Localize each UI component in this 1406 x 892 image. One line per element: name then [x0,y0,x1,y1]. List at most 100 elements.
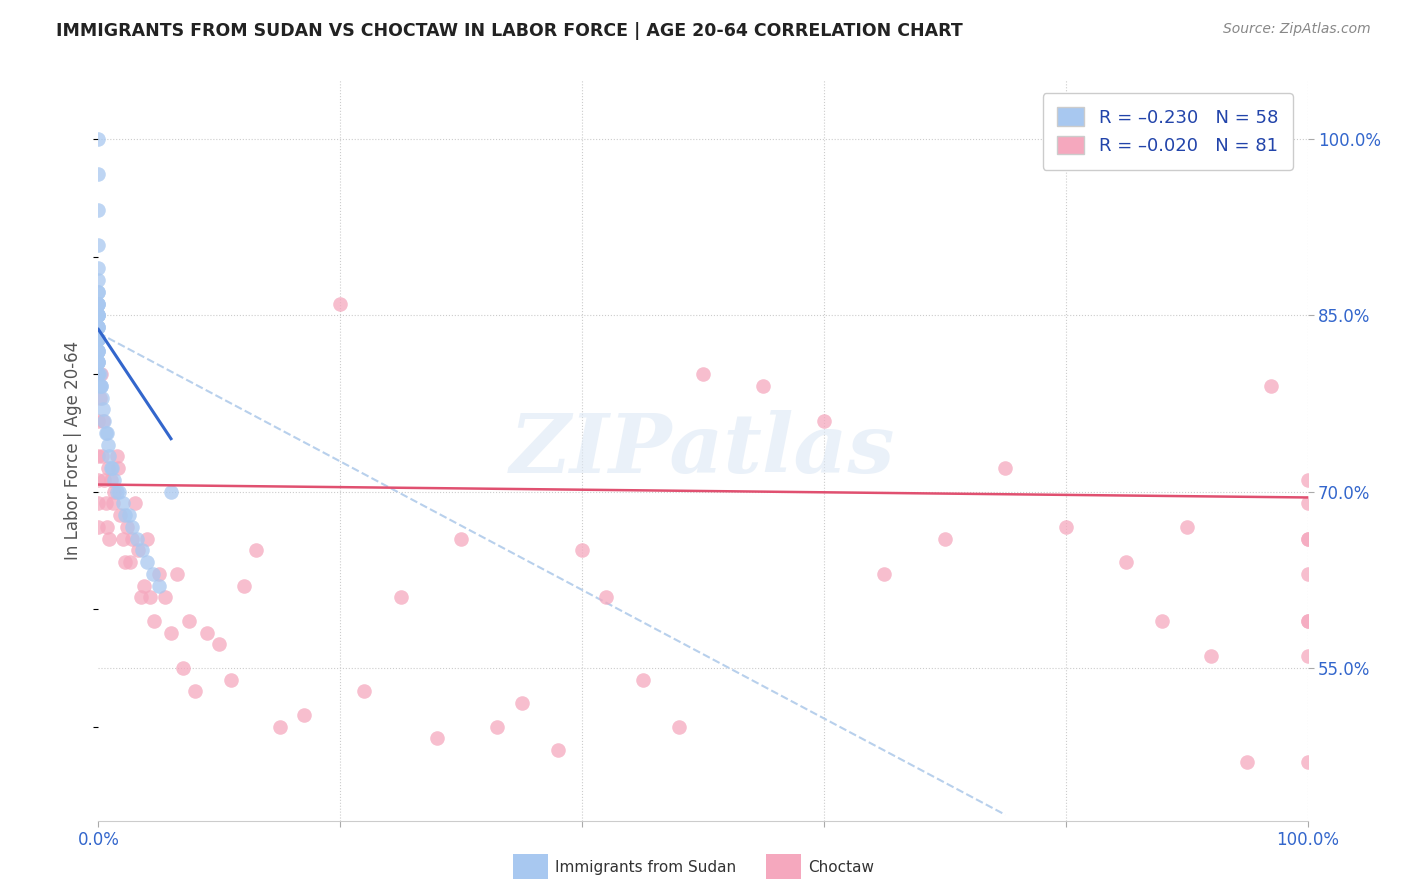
Text: Source: ZipAtlas.com: Source: ZipAtlas.com [1223,22,1371,37]
Point [184,684,207,698]
Point [1236,755,1258,769]
Point [90,379,112,393]
Point [121,532,143,546]
Point [450,532,472,546]
Point [1296,566,1319,581]
Point [1054,520,1077,534]
Point [87,332,110,346]
Point [111,532,134,546]
Point [87,367,110,381]
Point [148,579,170,593]
Point [87,132,110,146]
Text: Immigrants from Sudan: Immigrants from Sudan [555,860,737,874]
Point [1296,614,1319,628]
Point [94,425,117,440]
Point [87,285,110,299]
Point [97,437,120,451]
Point [389,591,412,605]
Point [108,484,131,499]
Point [100,473,122,487]
Point [131,543,153,558]
Text: IMMIGRANTS FROM SUDAN VS CHOCTAW IN LABOR FORCE | AGE 20-64 CORRELATION CHART: IMMIGRANTS FROM SUDAN VS CHOCTAW IN LABO… [56,22,963,40]
Point [87,285,110,299]
Point [269,720,291,734]
Point [87,237,110,252]
Point [87,355,110,369]
Point [87,308,110,322]
Point [292,707,315,722]
Point [103,484,125,499]
Point [96,425,118,440]
Point [139,591,162,605]
Point [221,673,243,687]
Point [87,308,110,322]
Point [87,261,110,276]
Point [87,320,110,334]
Point [93,473,115,487]
Point [329,296,352,310]
Point [134,579,156,593]
Point [486,720,509,734]
Point [160,625,183,640]
Point [87,320,110,334]
Point [114,555,136,569]
Point [813,414,835,428]
Point [129,591,152,605]
Point [595,591,617,605]
Y-axis label: In Labor Force | Age 20-64: In Labor Force | Age 20-64 [65,341,83,560]
Text: ZIPatlas: ZIPatlas [510,410,896,491]
Point [142,566,165,581]
Point [91,402,114,417]
Point [752,379,775,393]
Point [571,543,593,558]
Point [668,720,690,734]
Point [87,520,110,534]
Point [232,579,254,593]
Point [143,614,166,628]
Point [127,532,149,546]
Point [89,391,111,405]
Point [105,450,128,464]
Point [994,461,1017,475]
Point [118,555,141,569]
Point [94,496,117,510]
Point [179,614,201,628]
Point [148,566,170,581]
Point [87,343,110,358]
Point [93,414,115,428]
Point [87,414,110,428]
Point [101,496,124,510]
Point [353,684,375,698]
Point [631,673,654,687]
Point [107,461,129,475]
Point [87,343,110,358]
Point [87,202,110,217]
Point [91,450,114,464]
Point [124,496,146,510]
Point [105,484,128,499]
Point [135,532,157,546]
Point [96,520,118,534]
Point [153,591,176,605]
Point [934,532,956,546]
Point [547,743,569,757]
Point [100,461,122,475]
Point [87,450,110,464]
Point [1175,520,1198,534]
Point [1260,379,1282,393]
Point [100,461,122,475]
Point [118,508,141,522]
Point [87,332,110,346]
Point [90,379,112,393]
Point [91,391,114,405]
Point [127,543,149,558]
Point [87,496,110,510]
Text: Choctaw: Choctaw [808,860,875,874]
Point [87,296,110,310]
Point [208,637,231,651]
Point [1115,555,1137,569]
Point [426,731,449,746]
Point [103,473,125,487]
Point [87,296,110,310]
Point [87,355,110,369]
